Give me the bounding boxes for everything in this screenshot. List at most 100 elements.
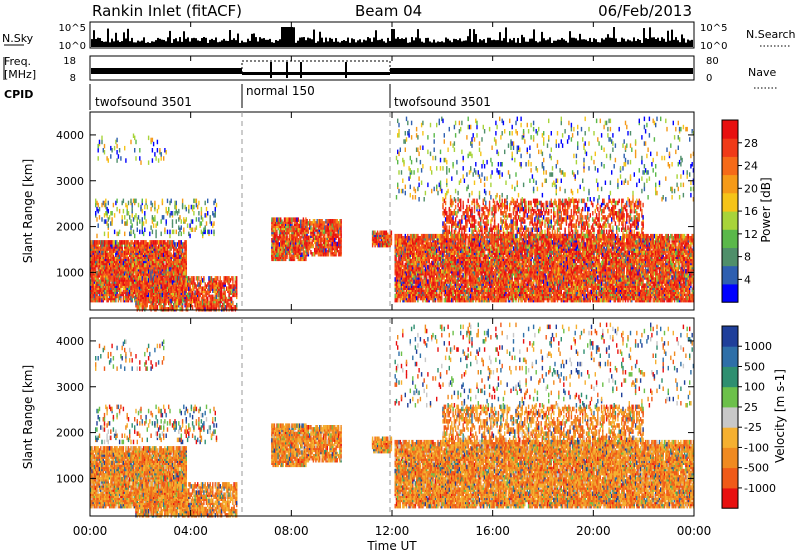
nsky-bar	[589, 37, 591, 47]
scatter-cell	[195, 276, 198, 281]
scatter-cell	[317, 235, 320, 240]
nsky-bar	[473, 29, 475, 47]
scatter-cell	[314, 219, 316, 224]
scatter-cell	[98, 289, 101, 295]
scatter-cell	[151, 240, 154, 245]
scatter-cell	[132, 133, 135, 138]
scatter-cell	[107, 262, 109, 268]
scatter-cell	[198, 307, 200, 312]
nsky-bar	[143, 37, 145, 47]
scatter-cell	[415, 244, 418, 249]
scatter-cell	[292, 225, 294, 231]
scatter-cell	[281, 240, 283, 245]
scatter-cell	[402, 254, 404, 259]
scatter-cell	[200, 286, 203, 291]
nsky-bar	[269, 38, 271, 47]
scatter-cell	[189, 233, 191, 239]
scatter-cell	[203, 286, 205, 291]
scatter-cell	[175, 242, 177, 247]
scatter-cell	[320, 219, 322, 224]
scatter-cell	[379, 230, 381, 235]
nsky-bar	[267, 39, 269, 47]
scatter-cell	[329, 231, 331, 236]
scatter-cell	[131, 277, 133, 282]
nsky-bar	[323, 42, 325, 47]
scatter-cell	[140, 271, 142, 276]
nsky-bar	[637, 38, 639, 47]
scatter-cell	[404, 233, 406, 239]
nsky-bar	[383, 41, 385, 47]
scatter-cell	[168, 250, 170, 255]
scatter-cell	[332, 237, 335, 243]
scatter-cell	[185, 300, 187, 306]
scatter-cell	[276, 252, 278, 257]
scatter-cell	[93, 275, 96, 280]
nsky-bar	[379, 39, 381, 47]
scatter-cell	[220, 294, 223, 300]
scatter-cell	[319, 237, 321, 243]
nsky-bar	[553, 40, 555, 47]
scatter-cell	[185, 305, 187, 310]
scatter-cell	[410, 277, 413, 282]
scatter-cell	[198, 200, 200, 206]
scatter-cell	[126, 246, 128, 251]
nsky-bar	[681, 34, 683, 47]
scatter-cell	[222, 282, 224, 287]
scatter-cell	[113, 256, 116, 262]
scatter-cell	[427, 264, 429, 270]
nsky-bar	[211, 38, 213, 47]
nsky-bar	[191, 38, 193, 47]
scatter-cell	[222, 307, 224, 312]
scatter-cell	[127, 200, 130, 206]
scatter-cell	[175, 229, 177, 235]
scatter-cell	[200, 211, 203, 216]
nsky-bar	[363, 39, 365, 47]
scatter-cell	[137, 215, 140, 220]
nsky-bar	[525, 41, 527, 47]
scatter-cell	[127, 256, 130, 262]
nsky-bar	[567, 42, 569, 47]
scatter-cell	[418, 287, 420, 292]
scatter-cell	[163, 290, 165, 295]
nsky-bar	[449, 40, 451, 47]
scatter-cell	[324, 225, 326, 230]
scatter-cell	[213, 213, 215, 218]
scatter-cell	[96, 233, 98, 239]
scatter-cell	[145, 198, 147, 204]
scatter-cell	[309, 235, 311, 240]
nsky-bar	[361, 42, 363, 47]
scatter-cell	[166, 307, 169, 312]
scatter-cell	[159, 288, 161, 293]
scatter-cell	[194, 290, 196, 295]
scatter-cell	[277, 236, 279, 241]
scatter-cell	[183, 266, 185, 272]
nsky-bar	[277, 40, 279, 47]
nsky-bar	[479, 39, 481, 47]
scatter-cell	[169, 282, 171, 287]
scatter-cell	[157, 280, 160, 285]
scatter-cell	[178, 231, 180, 237]
scatter-cell	[169, 240, 171, 245]
nsky-bar	[127, 28, 129, 47]
scatter-cell	[166, 282, 169, 287]
scatter-cell	[326, 219, 328, 224]
scatter-cell	[134, 264, 136, 270]
scatter-cell	[174, 242, 176, 247]
scatter-cell	[312, 225, 315, 230]
scatter-cell	[135, 300, 137, 306]
nsky-bar	[441, 41, 443, 47]
nsky-bar	[369, 38, 371, 47]
scatter-cell	[181, 198, 184, 204]
scatter-cell	[276, 246, 278, 251]
scatter-cell	[140, 160, 142, 165]
scatter-cell	[178, 284, 180, 289]
scatter-cell	[135, 213, 137, 218]
scatter-cell	[418, 283, 420, 288]
scatter-cell	[414, 264, 417, 270]
nsky-bar	[577, 40, 579, 47]
scatter-cell	[412, 273, 414, 278]
scatter-cell	[142, 276, 145, 281]
scatter-cell	[164, 300, 166, 306]
scatter-cell	[404, 285, 406, 290]
scatter-cell	[131, 223, 133, 228]
